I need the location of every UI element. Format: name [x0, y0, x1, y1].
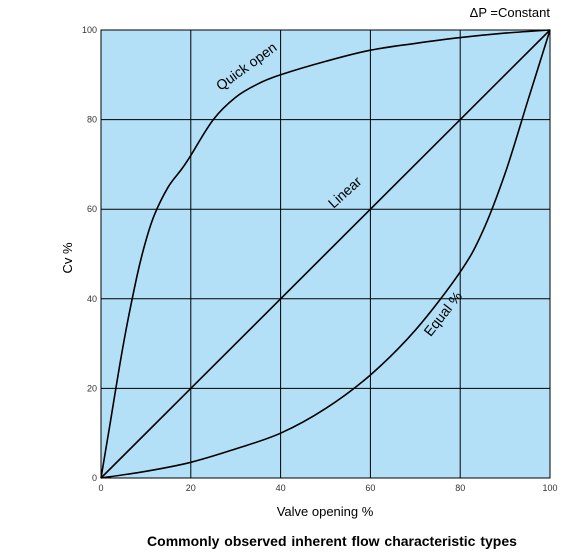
- x-tick-label: 80: [455, 483, 465, 493]
- x-tick-label: 0: [98, 483, 103, 493]
- y-tick-label: 20: [87, 383, 97, 393]
- series-group: [100, 29, 551, 479]
- y-tick-label: 40: [87, 294, 97, 304]
- x-tick-label: 100: [542, 483, 557, 493]
- x-axis-label: Valve opening %: [277, 504, 374, 519]
- y-tick-label: 100: [82, 25, 97, 35]
- y-tick-label: 60: [87, 204, 97, 214]
- plot-frame: [100, 29, 551, 479]
- x-tick-label: 60: [365, 483, 375, 493]
- series-line-equal: [100, 29, 551, 479]
- y-axis-label: Cv %: [60, 242, 75, 274]
- series-line-linear: [100, 29, 551, 479]
- x-tick-label: 40: [276, 483, 286, 493]
- gridlines: [100, 29, 551, 479]
- x-tick-labels: 0 20 40 60 80 100: [98, 483, 557, 493]
- series-line-quick-open: [100, 29, 551, 479]
- y-tick-labels: 0 20 40 60 80 100: [82, 25, 97, 483]
- y-tick-label: 0: [92, 473, 97, 483]
- figure-caption: Commonly observed inherent flow characte…: [147, 533, 517, 549]
- pressure-annotation: ΔP =Constant: [470, 5, 551, 20]
- x-tick-label: 20: [186, 483, 196, 493]
- y-tick-label: 80: [87, 115, 97, 125]
